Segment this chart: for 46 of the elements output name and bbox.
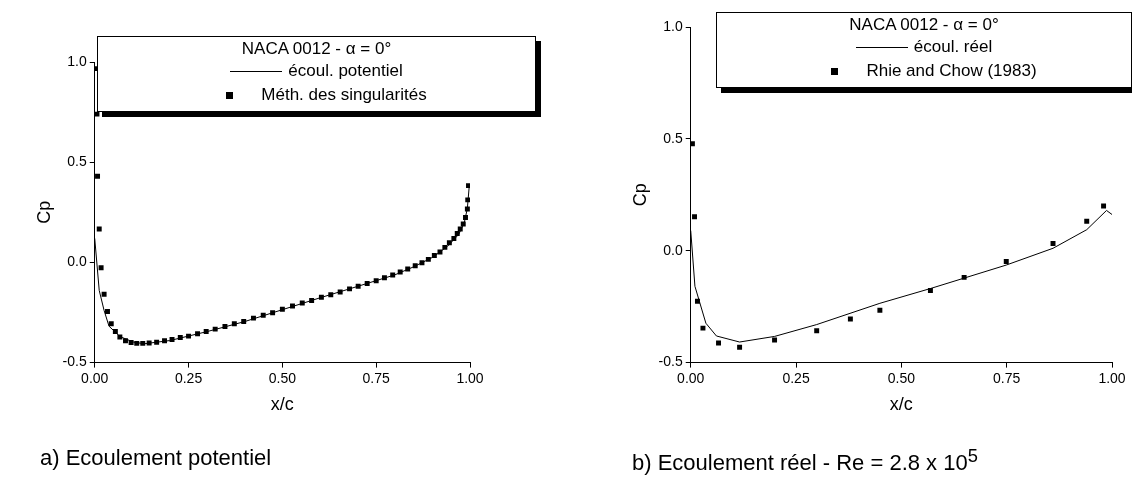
point (847, 316, 853, 322)
point (692, 214, 697, 220)
y-axis-title: Cp (629, 183, 650, 207)
x-tick-label: 0.50 (268, 369, 297, 386)
text: b) Ecoulement réel - Re = 2.8 x 10$^{5}$ (632, 445, 978, 477)
y-tick-label: 0.5 (67, 153, 87, 170)
legend-label: Méth. des singularités (261, 85, 427, 105)
point (98, 265, 104, 271)
x-tick-label: 0.00 (677, 369, 705, 386)
x-tick-label: 0.25 (782, 369, 810, 386)
legend-title: NACA 0012 - α = 0° (848, 15, 1000, 35)
point (716, 340, 721, 346)
point (700, 325, 706, 331)
y-tick-label: 0.5 (663, 129, 683, 146)
point (95, 173, 101, 179)
x-axis-title: x/c (270, 394, 294, 415)
x-tick-label: 1.00 (456, 369, 484, 386)
x-tick-label: 0.75 (362, 369, 391, 386)
x-tick-label: 0.50 (887, 369, 916, 386)
y-axis-title: Cp (33, 200, 54, 224)
point (814, 328, 820, 334)
legend-label: écoul. potentiel (288, 61, 403, 81)
x-tick-label: 0.25 (174, 369, 203, 386)
point (737, 344, 743, 350)
y-tick-label: -0.5 (62, 353, 87, 370)
legend-label: Rhie and Chow (1983) (866, 61, 1037, 81)
point (690, 141, 695, 147)
y-tick-label: 1.0 (663, 17, 683, 34)
point (101, 291, 107, 297)
legend-title: NACA 0012 - α = 0° (240, 39, 393, 59)
y-tick-label: 0.0 (67, 253, 87, 270)
point (877, 307, 883, 313)
point (108, 321, 114, 327)
y-tick-label: 0.0 (663, 241, 683, 258)
legend-label: écoul. réel (913, 37, 993, 57)
point (1003, 259, 1009, 264)
point (96, 226, 102, 232)
y-tick-label: 1.0 (67, 52, 87, 69)
text: a) Ecoulement potentiel (40, 445, 272, 471)
point (1084, 218, 1090, 224)
y-tick-label: -0.5 (658, 353, 683, 370)
x-tick-label: 0.00 (81, 369, 109, 386)
point (105, 309, 110, 314)
x-tick-label: 1.00 (1098, 369, 1126, 386)
x-tick-label: 0.75 (993, 369, 1021, 386)
x-axis-title: x/c (889, 394, 913, 415)
